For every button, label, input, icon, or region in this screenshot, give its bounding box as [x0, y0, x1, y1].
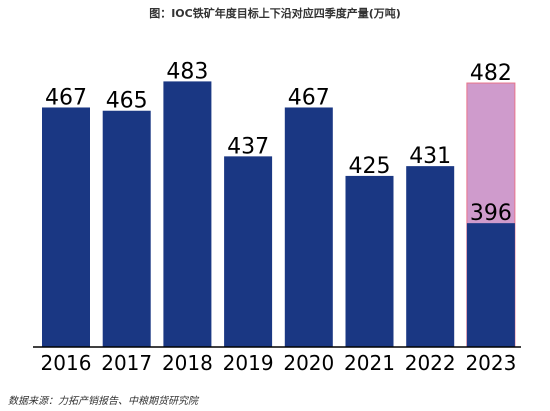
data-label-2016: 467 [45, 85, 87, 110]
bar-2016 [42, 107, 90, 347]
data-label-2020: 467 [288, 85, 330, 110]
bar-2023 [466, 223, 515, 347]
data-label-2017: 465 [106, 89, 148, 114]
data-label-upper-2023: 482 [470, 61, 512, 86]
bar-2021 [345, 175, 394, 347]
bar-2018 [163, 81, 212, 347]
data-label-2021: 425 [349, 154, 391, 179]
x-tick-label-2016: 2016 [41, 351, 92, 375]
data-label-2019: 437 [227, 134, 269, 159]
chart-title: 图：IOC铁矿年度目标上下沿对应四季度产量(万吨) [149, 7, 401, 20]
x-tick-label-2018: 2018 [162, 351, 213, 375]
data-label-2023: 396 [470, 201, 512, 226]
x-tick-label-2020: 2020 [283, 351, 334, 375]
data-label-2022: 431 [409, 144, 451, 169]
x-tick-label-2017: 2017 [101, 351, 152, 375]
bar-2019 [224, 156, 273, 347]
bar-2020 [284, 107, 333, 347]
x-tick-label-2021: 2021 [344, 351, 395, 375]
bar-2017 [102, 110, 151, 347]
x-tick-label-2022: 2022 [405, 351, 456, 375]
x-tick-label-2019: 2019 [223, 351, 274, 375]
bar-2022 [406, 166, 455, 347]
data-label-2018: 483 [166, 59, 208, 84]
source-note: 数据来源：力拓产销报告、中粮期货研究院 [8, 396, 198, 407]
x-tick-label-2023: 2023 [465, 351, 516, 375]
